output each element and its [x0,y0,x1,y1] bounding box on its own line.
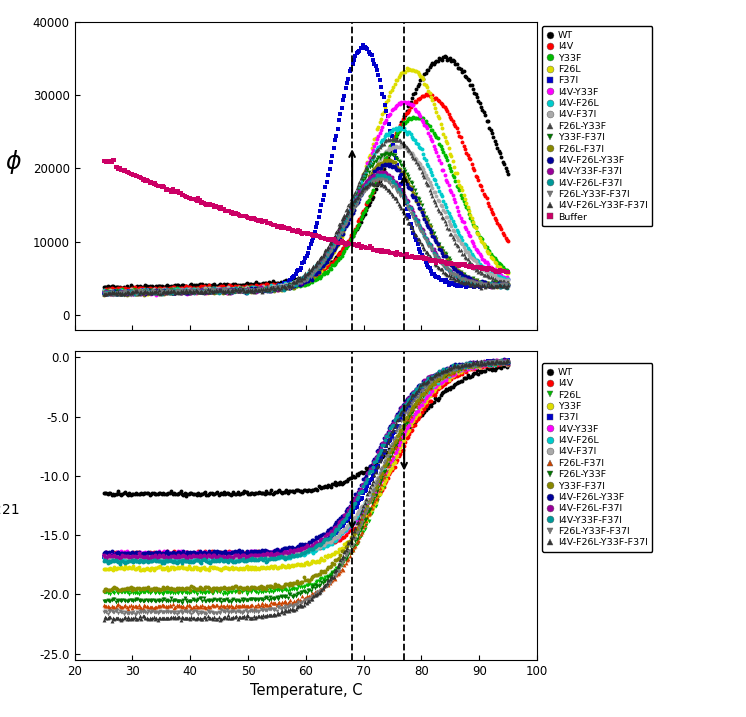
X-axis label: Temperature, C: Temperature, C [250,683,362,698]
Legend: WT, I4V, Y33F, F26L, F37I, I4V-Y33F, I4V-F26L, I4V-F37I, F26L-Y33F, Y33F-F37I, F: WT, I4V, Y33F, F26L, F37I, I4V-Y33F, I4V… [542,27,653,227]
Legend: WT, I4V, F26L, Y33F, F37I, I4V-Y33F, I4V-F26L, I4V-F37I, F26L-F37I, F26L-Y33F, Y: WT, I4V, F26L, Y33F, F37I, I4V-Y33F, I4V… [542,364,653,552]
Y-axis label: $\theta_{221}$: $\theta_{221}$ [0,494,20,517]
Y-axis label: $\phi$: $\phi$ [5,148,22,176]
